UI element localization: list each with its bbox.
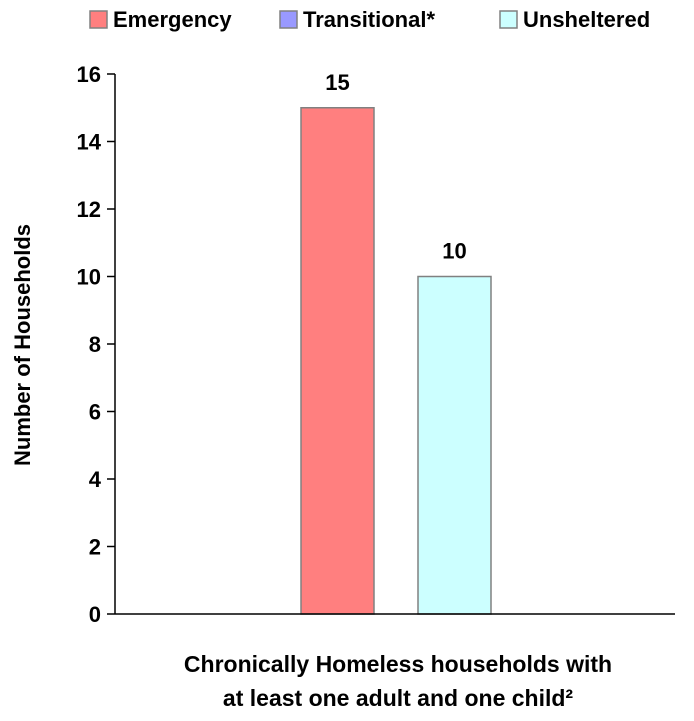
legend-label-transitional: Transitional* bbox=[303, 7, 435, 32]
bar-emergency bbox=[300, 107, 375, 615]
y-tick-label: 8 bbox=[89, 332, 101, 357]
legend-swatch-emergency bbox=[89, 10, 108, 29]
y-tick-label: 0 bbox=[89, 602, 101, 627]
y-axis-label: Number of Households bbox=[10, 224, 35, 466]
y-tick-label: 4 bbox=[89, 467, 102, 492]
y-tick-label: 14 bbox=[77, 130, 102, 155]
legend-swatch-transitional bbox=[279, 10, 298, 29]
y-tick-label: 6 bbox=[89, 400, 101, 425]
legend-label-unsheltered: Unsheltered bbox=[523, 7, 650, 32]
data-label: 15 bbox=[325, 70, 349, 95]
y-tick-label: 2 bbox=[89, 535, 101, 560]
data-label: 10 bbox=[442, 239, 466, 264]
x-category-label-line: Chronically Homeless households with bbox=[184, 651, 612, 677]
bars bbox=[300, 107, 492, 615]
y-tick-label: 10 bbox=[77, 265, 101, 290]
y-tick-label: 16 bbox=[77, 62, 101, 87]
legend: Emergency Transitional* Unsheltered bbox=[89, 7, 650, 32]
y-tick-label: 12 bbox=[77, 197, 101, 222]
x-category-label-line: at least one adult and one child² bbox=[223, 685, 573, 711]
bar-unsheltered bbox=[417, 275, 492, 615]
y-axis: 0 2 4 6 8 10 12 14 16 bbox=[77, 62, 116, 627]
x-category-label: Chronically Homeless households with at l… bbox=[184, 651, 612, 711]
legend-swatch-unsheltered bbox=[499, 10, 518, 29]
legend-label-emergency: Emergency bbox=[113, 7, 232, 32]
